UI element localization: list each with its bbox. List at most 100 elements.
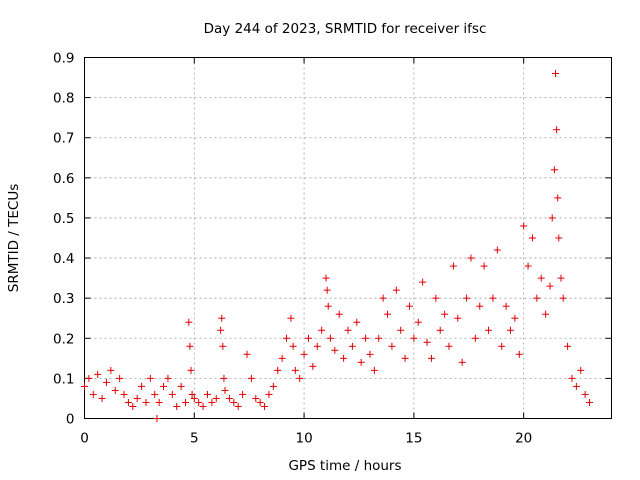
- data-point: [441, 310, 449, 318]
- data-point: [89, 390, 97, 398]
- data-point: [392, 286, 400, 294]
- x-tick-label: 20: [515, 431, 532, 447]
- data-point: [274, 366, 282, 374]
- x-tick-label: 15: [405, 431, 422, 447]
- data-point: [581, 390, 589, 398]
- data-point: [533, 294, 541, 302]
- data-point: [269, 382, 277, 390]
- data-point: [324, 302, 332, 310]
- data-point: [511, 314, 519, 322]
- data-point: [546, 282, 554, 290]
- data-point: [458, 358, 466, 366]
- data-point: [480, 262, 488, 270]
- data-point: [138, 382, 146, 390]
- data-point: [548, 214, 556, 222]
- data-point: [449, 262, 457, 270]
- data-point: [142, 398, 150, 406]
- data-point: [151, 390, 159, 398]
- y-tick-label: 0.6: [53, 171, 74, 187]
- data-point: [344, 326, 352, 334]
- data-point: [476, 302, 484, 310]
- data-point: [234, 402, 242, 410]
- x-tick-label: 0: [80, 431, 89, 447]
- data-point: [221, 386, 229, 394]
- data-point: [168, 390, 176, 398]
- data-point: [225, 394, 233, 402]
- chart-title: Day 244 of 2023, SRMTID for receiver ifs…: [204, 21, 487, 37]
- data-point: [291, 366, 299, 374]
- data-point: [559, 294, 567, 302]
- data-point: [388, 342, 396, 350]
- data-point: [218, 314, 226, 322]
- data-point: [195, 398, 203, 406]
- data-point: [550, 166, 558, 174]
- data-point: [287, 314, 295, 322]
- data-point: [362, 334, 370, 342]
- y-axis-label: SRMTID / TECUs: [6, 184, 22, 292]
- data-point: [252, 394, 260, 402]
- data-point: [124, 398, 132, 406]
- data-point: [129, 402, 137, 410]
- data-point: [208, 398, 216, 406]
- data-point: [357, 358, 365, 366]
- x-axis-label: GPS time / hours: [288, 458, 401, 474]
- data-point: [323, 286, 331, 294]
- data-point: [586, 398, 594, 406]
- data-point: [322, 274, 330, 282]
- data-point: [283, 334, 291, 342]
- data-point: [182, 398, 190, 406]
- data-point: [564, 342, 572, 350]
- data-point: [572, 382, 580, 390]
- y-tick-label: 0.2: [53, 331, 74, 347]
- data-point: [489, 294, 497, 302]
- data-point: [185, 318, 193, 326]
- data-point: [348, 342, 356, 350]
- data-point: [217, 326, 225, 334]
- data-point: [454, 314, 462, 322]
- data-point: [335, 310, 343, 318]
- data-point: [133, 394, 141, 402]
- data-point: [278, 354, 286, 362]
- data-point: [247, 374, 255, 382]
- data-point: [366, 350, 374, 358]
- data-point: [188, 390, 196, 398]
- y-tick-label: 0.8: [53, 91, 74, 107]
- data-point: [498, 342, 506, 350]
- marks-layer: [81, 70, 594, 422]
- data-point: [85, 374, 93, 382]
- data-point: [256, 398, 264, 406]
- y-tick-label: 0: [66, 412, 75, 428]
- data-point: [445, 342, 453, 350]
- data-point: [554, 194, 562, 202]
- data-point: [520, 222, 528, 230]
- y-tick-label: 0.4: [53, 251, 74, 267]
- data-point: [199, 402, 207, 410]
- data-point: [553, 126, 561, 134]
- data-point: [370, 366, 378, 374]
- data-point: [261, 402, 269, 410]
- data-point: [190, 394, 198, 402]
- data-point: [326, 334, 334, 342]
- data-point: [485, 326, 493, 334]
- data-point: [524, 262, 532, 270]
- y-tick-label: 0.3: [53, 291, 74, 307]
- y-tick-label: 0.7: [53, 131, 74, 147]
- data-point: [427, 354, 435, 362]
- data-point: [239, 390, 247, 398]
- data-point: [542, 310, 550, 318]
- data-point: [153, 415, 161, 422]
- data-point: [265, 390, 273, 398]
- data-point: [220, 374, 228, 382]
- data-point: [203, 390, 211, 398]
- data-point: [81, 382, 88, 390]
- data-point: [515, 350, 523, 358]
- data-point: [331, 346, 339, 354]
- data-point: [309, 362, 317, 370]
- data-point: [557, 274, 565, 282]
- data-point: [410, 334, 418, 342]
- data-point: [160, 382, 168, 390]
- data-point: [289, 342, 297, 350]
- data-point: [318, 326, 326, 334]
- data-point: [300, 350, 308, 358]
- data-point: [187, 366, 195, 374]
